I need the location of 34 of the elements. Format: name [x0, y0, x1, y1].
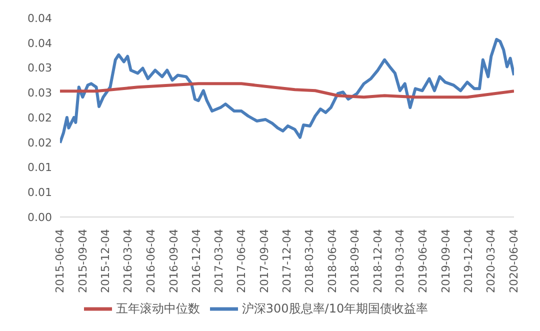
x-tick-label: 2016-09-04: [167, 229, 180, 293]
x-tick-label: 2015-06-04: [54, 229, 66, 293]
y-tick-label: 0.01: [28, 161, 52, 174]
x-tick-label: 2018-09-04: [348, 229, 362, 293]
x-tick-label: 2019-03-04: [394, 229, 407, 293]
x-tick-label: 2016-06-04: [144, 229, 158, 293]
x-tick-label: 2019-06-04: [416, 229, 430, 293]
x-tick-label: 2018-12-04: [371, 229, 384, 293]
y-tick-label: 0.04: [28, 36, 52, 50]
x-tick-label: 2015-12-04: [98, 229, 112, 293]
x-tick-label: 2019-09-04: [439, 229, 452, 293]
line-series: [60, 38, 514, 144]
x-tick-label: 2018-03-04: [302, 229, 316, 293]
y-tick-label: 0.04: [28, 12, 52, 25]
legend-label: 五年滚动中位数: [116, 301, 200, 316]
legend-label: 沪深300股息率/10年期国债收益率: [242, 301, 428, 316]
y-tick-label: 0.00: [28, 210, 52, 224]
y-tick-label: 0.01: [28, 186, 52, 200]
y-tick-label: 0.03: [28, 62, 52, 75]
x-tick-label: 2015-09-04: [76, 229, 90, 293]
x-tick-label: 2017-03-04: [212, 229, 226, 293]
x-tick-label: 2017-12-04: [280, 229, 294, 293]
y-tick-label: 0.03: [28, 86, 52, 100]
line-series: [60, 82, 514, 99]
x-tick-label: 2017-06-04: [235, 229, 248, 293]
x-tick-label: 2019-12-04: [462, 229, 476, 293]
x-tick-label: 2020-03-04: [484, 229, 498, 293]
x-tick-label: 2016-12-04: [190, 229, 203, 293]
x-tick-label: 2020-06-04: [508, 229, 520, 293]
x-tick-label: 2016-03-04: [122, 229, 135, 293]
x-tick-label: 2017-09-04: [258, 229, 272, 293]
x-tick-label: 2018-06-04: [326, 229, 339, 293]
y-tick-label: 0.02: [28, 111, 52, 124]
y-tick-label: 0.02: [28, 136, 52, 150]
